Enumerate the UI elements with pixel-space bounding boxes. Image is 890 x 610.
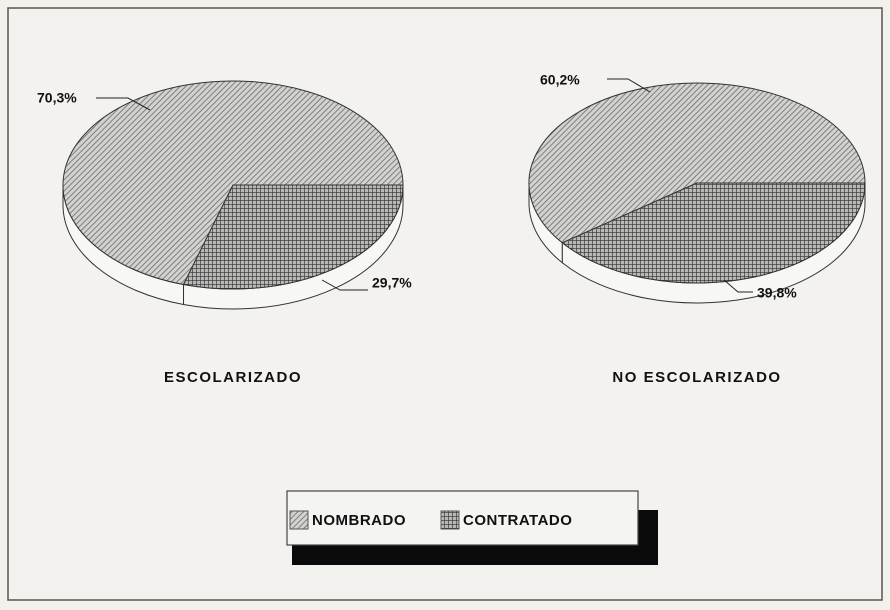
legend-label: CONTRATADO	[463, 512, 572, 529]
pie-slice	[561, 182, 866, 284]
leader-line	[96, 97, 151, 111]
data-label: 70,3%	[37, 90, 77, 106]
leader-line	[321, 279, 368, 291]
legend-swatch	[440, 510, 460, 530]
chart-title: NO ESCOLARIZADO	[612, 369, 781, 386]
chart-title: ESCOLARIZADO	[164, 369, 302, 386]
pie-slice	[182, 184, 404, 290]
legend-swatch	[289, 510, 309, 530]
legend-box	[286, 490, 639, 546]
pie-slice	[62, 80, 404, 286]
legend-label: NOMBRADO	[312, 512, 406, 529]
data-label: 60,2%	[540, 72, 580, 88]
leader-line	[723, 279, 753, 293]
data-label: 29,7%	[372, 275, 412, 291]
data-label: 39,8%	[757, 285, 797, 301]
leader-line	[607, 78, 651, 93]
